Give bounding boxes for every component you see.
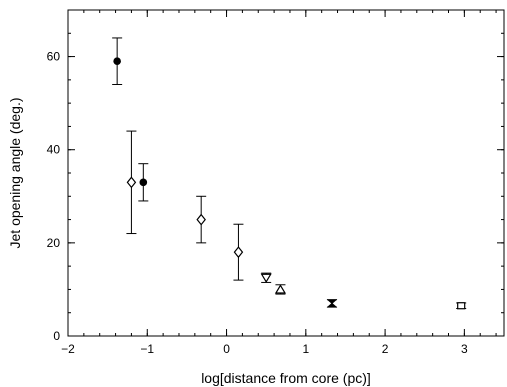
y-tick-label: 40: [47, 143, 61, 157]
error-bars: [112, 37, 467, 310]
data-point-filled-circle: [113, 57, 121, 66]
data-point-open-triangle-up: [274, 284, 287, 294]
x-tick-labels: −2 −1 0 1 2 3: [61, 342, 468, 356]
x-tick-label: −2: [61, 342, 75, 356]
x-tick-label: 0: [223, 342, 230, 356]
axis-ticks: [67, 9, 504, 337]
data-point-open-diamond: [196, 213, 206, 226]
data-point-filled-circle: [139, 178, 148, 187]
data-point-open-diamond: [126, 176, 137, 189]
data-point-bowtie: [326, 299, 338, 308]
x-tick-label: −1: [140, 342, 154, 356]
x-tick-label: 3: [461, 342, 468, 356]
y-axis-label: Jet opening angle (deg.): [7, 98, 23, 249]
y-tick-label: 0: [53, 329, 60, 343]
data-markers: [113, 57, 466, 310]
x-axis-label: log[distance from core (pc)]: [201, 370, 371, 386]
x-tick-label: 2: [382, 342, 389, 356]
plot-frame: [67, 9, 505, 337]
y-tick-label: 60: [47, 50, 61, 64]
x-tick-label: 1: [302, 342, 309, 356]
data-point-open-square: [457, 302, 466, 310]
data-point-open-diamond: [233, 246, 244, 259]
data-point-open-triangle-down: [260, 273, 272, 283]
y-tick-labels: 0 20 40 60: [47, 50, 61, 343]
y-tick-label: 20: [47, 236, 61, 250]
